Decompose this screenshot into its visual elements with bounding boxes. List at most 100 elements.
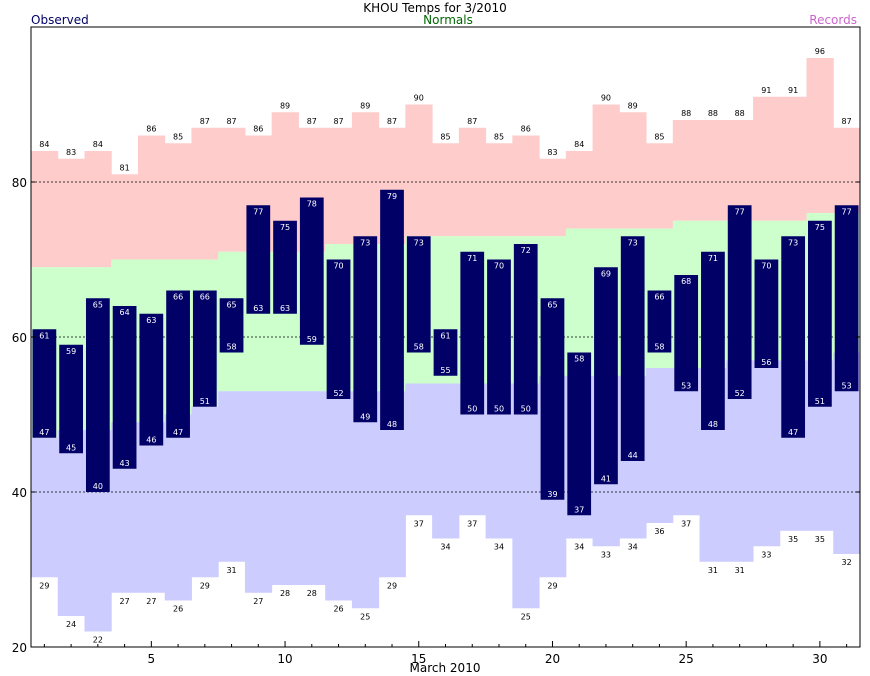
observed-low-label-day-12: 52 bbox=[333, 389, 343, 398]
record-low-band-day-25 bbox=[672, 368, 701, 516]
record-high-band-day-18 bbox=[485, 143, 513, 237]
record-high-label-day-23: 89 bbox=[628, 101, 638, 110]
observed-bar-day-30 bbox=[808, 220, 832, 407]
observed-bars bbox=[32, 189, 859, 516]
x-tick-label-5: 5 bbox=[148, 652, 156, 666]
record-low-label-day-28: 33 bbox=[761, 550, 771, 559]
observed-low-label-day-26: 48 bbox=[708, 420, 718, 429]
observed-high-label-day-3: 65 bbox=[93, 300, 103, 309]
observed-bar-day-6 bbox=[166, 290, 190, 438]
record-low-label-day-4: 27 bbox=[120, 597, 130, 606]
observed-low-label-day-20: 39 bbox=[547, 490, 557, 499]
observed-bar-day-25 bbox=[674, 275, 699, 392]
record-high-label-day-25: 88 bbox=[681, 109, 691, 118]
observed-bar-day-5 bbox=[139, 313, 164, 446]
record-low-label-day-12: 26 bbox=[333, 605, 343, 614]
record-low-label-day-13: 25 bbox=[360, 612, 370, 621]
observed-low-label-day-22: 41 bbox=[601, 474, 611, 483]
record-low-label-day-6: 26 bbox=[173, 605, 183, 614]
record-high-band-day-3 bbox=[84, 151, 112, 268]
observed-low-label-day-23: 44 bbox=[628, 451, 638, 460]
record-low-label-day-1: 29 bbox=[39, 581, 49, 590]
record-high-band-day-29 bbox=[779, 96, 808, 221]
record-high-band-day-2 bbox=[57, 158, 85, 268]
record-high-band-day-12 bbox=[325, 127, 353, 244]
record-high-band-day-5 bbox=[137, 135, 166, 260]
record-low-band-day-5 bbox=[137, 422, 166, 593]
record-high-label-day-2: 83 bbox=[66, 148, 76, 157]
record-high-band-day-20 bbox=[539, 158, 567, 237]
observed-low-label-day-30: 51 bbox=[815, 397, 825, 406]
record-low-label-day-26: 31 bbox=[708, 566, 718, 575]
observed-bar-day-28 bbox=[754, 259, 779, 368]
y-tick-label-60: 60 bbox=[12, 331, 27, 345]
x-tick-label-10: 10 bbox=[277, 652, 292, 666]
record-high-band-day-27 bbox=[726, 120, 754, 221]
observed-high-label-day-16: 61 bbox=[440, 331, 450, 340]
observed-low-label-day-28: 56 bbox=[761, 358, 771, 367]
legend-records: Records bbox=[809, 13, 857, 27]
observed-low-label-day-3: 40 bbox=[93, 482, 103, 491]
record-low-label-day-14: 29 bbox=[387, 581, 397, 590]
observed-bar-day-9 bbox=[246, 205, 271, 314]
record-high-label-day-16: 85 bbox=[440, 132, 450, 141]
observed-bar-day-4 bbox=[112, 306, 137, 469]
record-high-label-day-5: 86 bbox=[146, 125, 156, 134]
record-low-label-day-2: 24 bbox=[66, 620, 76, 629]
observed-high-label-day-26: 71 bbox=[708, 254, 718, 263]
observed-low-label-day-29: 47 bbox=[788, 428, 798, 437]
observed-low-label-day-13: 49 bbox=[360, 412, 370, 421]
record-high-label-day-3: 84 bbox=[93, 140, 103, 149]
observed-bar-day-11 bbox=[299, 197, 324, 345]
observed-low-label-day-8: 58 bbox=[226, 343, 236, 352]
observed-high-label-day-22: 69 bbox=[601, 269, 611, 278]
record-low-label-day-25: 37 bbox=[681, 519, 691, 528]
observed-bar-day-8 bbox=[219, 298, 244, 353]
observed-low-label-day-27: 52 bbox=[735, 389, 745, 398]
record-high-band-day-30 bbox=[806, 58, 834, 213]
observed-low-label-day-18: 50 bbox=[494, 405, 504, 414]
observed-low-label-day-16: 55 bbox=[440, 366, 450, 375]
observed-bar-day-24 bbox=[647, 290, 672, 353]
observed-bar-day-31 bbox=[834, 205, 859, 392]
record-low-label-day-21: 34 bbox=[574, 543, 584, 552]
observed-low-label-day-14: 48 bbox=[387, 420, 397, 429]
observed-high-label-day-29: 73 bbox=[788, 238, 798, 247]
observed-high-label-day-28: 70 bbox=[761, 262, 771, 271]
record-low-label-day-15: 37 bbox=[414, 519, 424, 528]
observed-bar-day-20 bbox=[540, 298, 565, 500]
record-low-label-day-23: 34 bbox=[628, 543, 638, 552]
record-high-label-day-28: 91 bbox=[761, 86, 771, 95]
record-high-band-day-21 bbox=[565, 151, 594, 229]
record-high-label-day-31: 87 bbox=[842, 117, 852, 126]
record-low-label-day-22: 33 bbox=[601, 550, 611, 559]
record-low-label-day-19: 25 bbox=[521, 612, 531, 621]
observed-high-label-day-18: 70 bbox=[494, 262, 504, 271]
observed-low-label-day-7: 51 bbox=[200, 397, 210, 406]
observed-high-label-day-8: 65 bbox=[226, 300, 236, 309]
record-low-label-day-10: 28 bbox=[280, 589, 290, 598]
record-high-label-day-13: 89 bbox=[360, 101, 370, 110]
observed-low-label-day-17: 50 bbox=[467, 405, 477, 414]
observed-low-label-day-10: 63 bbox=[280, 304, 290, 313]
x-axis-label: March 2010 bbox=[410, 661, 481, 675]
observed-high-label-day-31: 77 bbox=[842, 207, 852, 216]
record-low-band-day-24 bbox=[646, 368, 674, 523]
x-tick-label-25: 25 bbox=[679, 652, 694, 666]
record-low-band-day-12 bbox=[325, 391, 353, 601]
observed-bar-day-29 bbox=[781, 236, 806, 438]
record-low-label-day-16: 34 bbox=[440, 543, 450, 552]
observed-low-label-day-4: 43 bbox=[120, 459, 130, 468]
observed-low-label-day-25: 53 bbox=[681, 381, 691, 390]
observed-low-label-day-31: 53 bbox=[842, 381, 852, 390]
record-low-band-day-8 bbox=[218, 391, 246, 562]
observed-high-label-day-15: 73 bbox=[414, 238, 424, 247]
observed-bar-day-15 bbox=[406, 236, 431, 353]
record-low-band-day-19 bbox=[512, 383, 540, 609]
value-labels: 61 47 84 29 59 45 83 24 65 40 84 22 64 43 81 27 63 46 86 27… bbox=[39, 47, 851, 645]
record-high-band-day-19 bbox=[512, 135, 540, 237]
observed-high-label-day-11: 78 bbox=[307, 200, 317, 209]
observed-low-label-day-6: 47 bbox=[173, 428, 183, 437]
observed-bar-day-1 bbox=[32, 329, 57, 438]
